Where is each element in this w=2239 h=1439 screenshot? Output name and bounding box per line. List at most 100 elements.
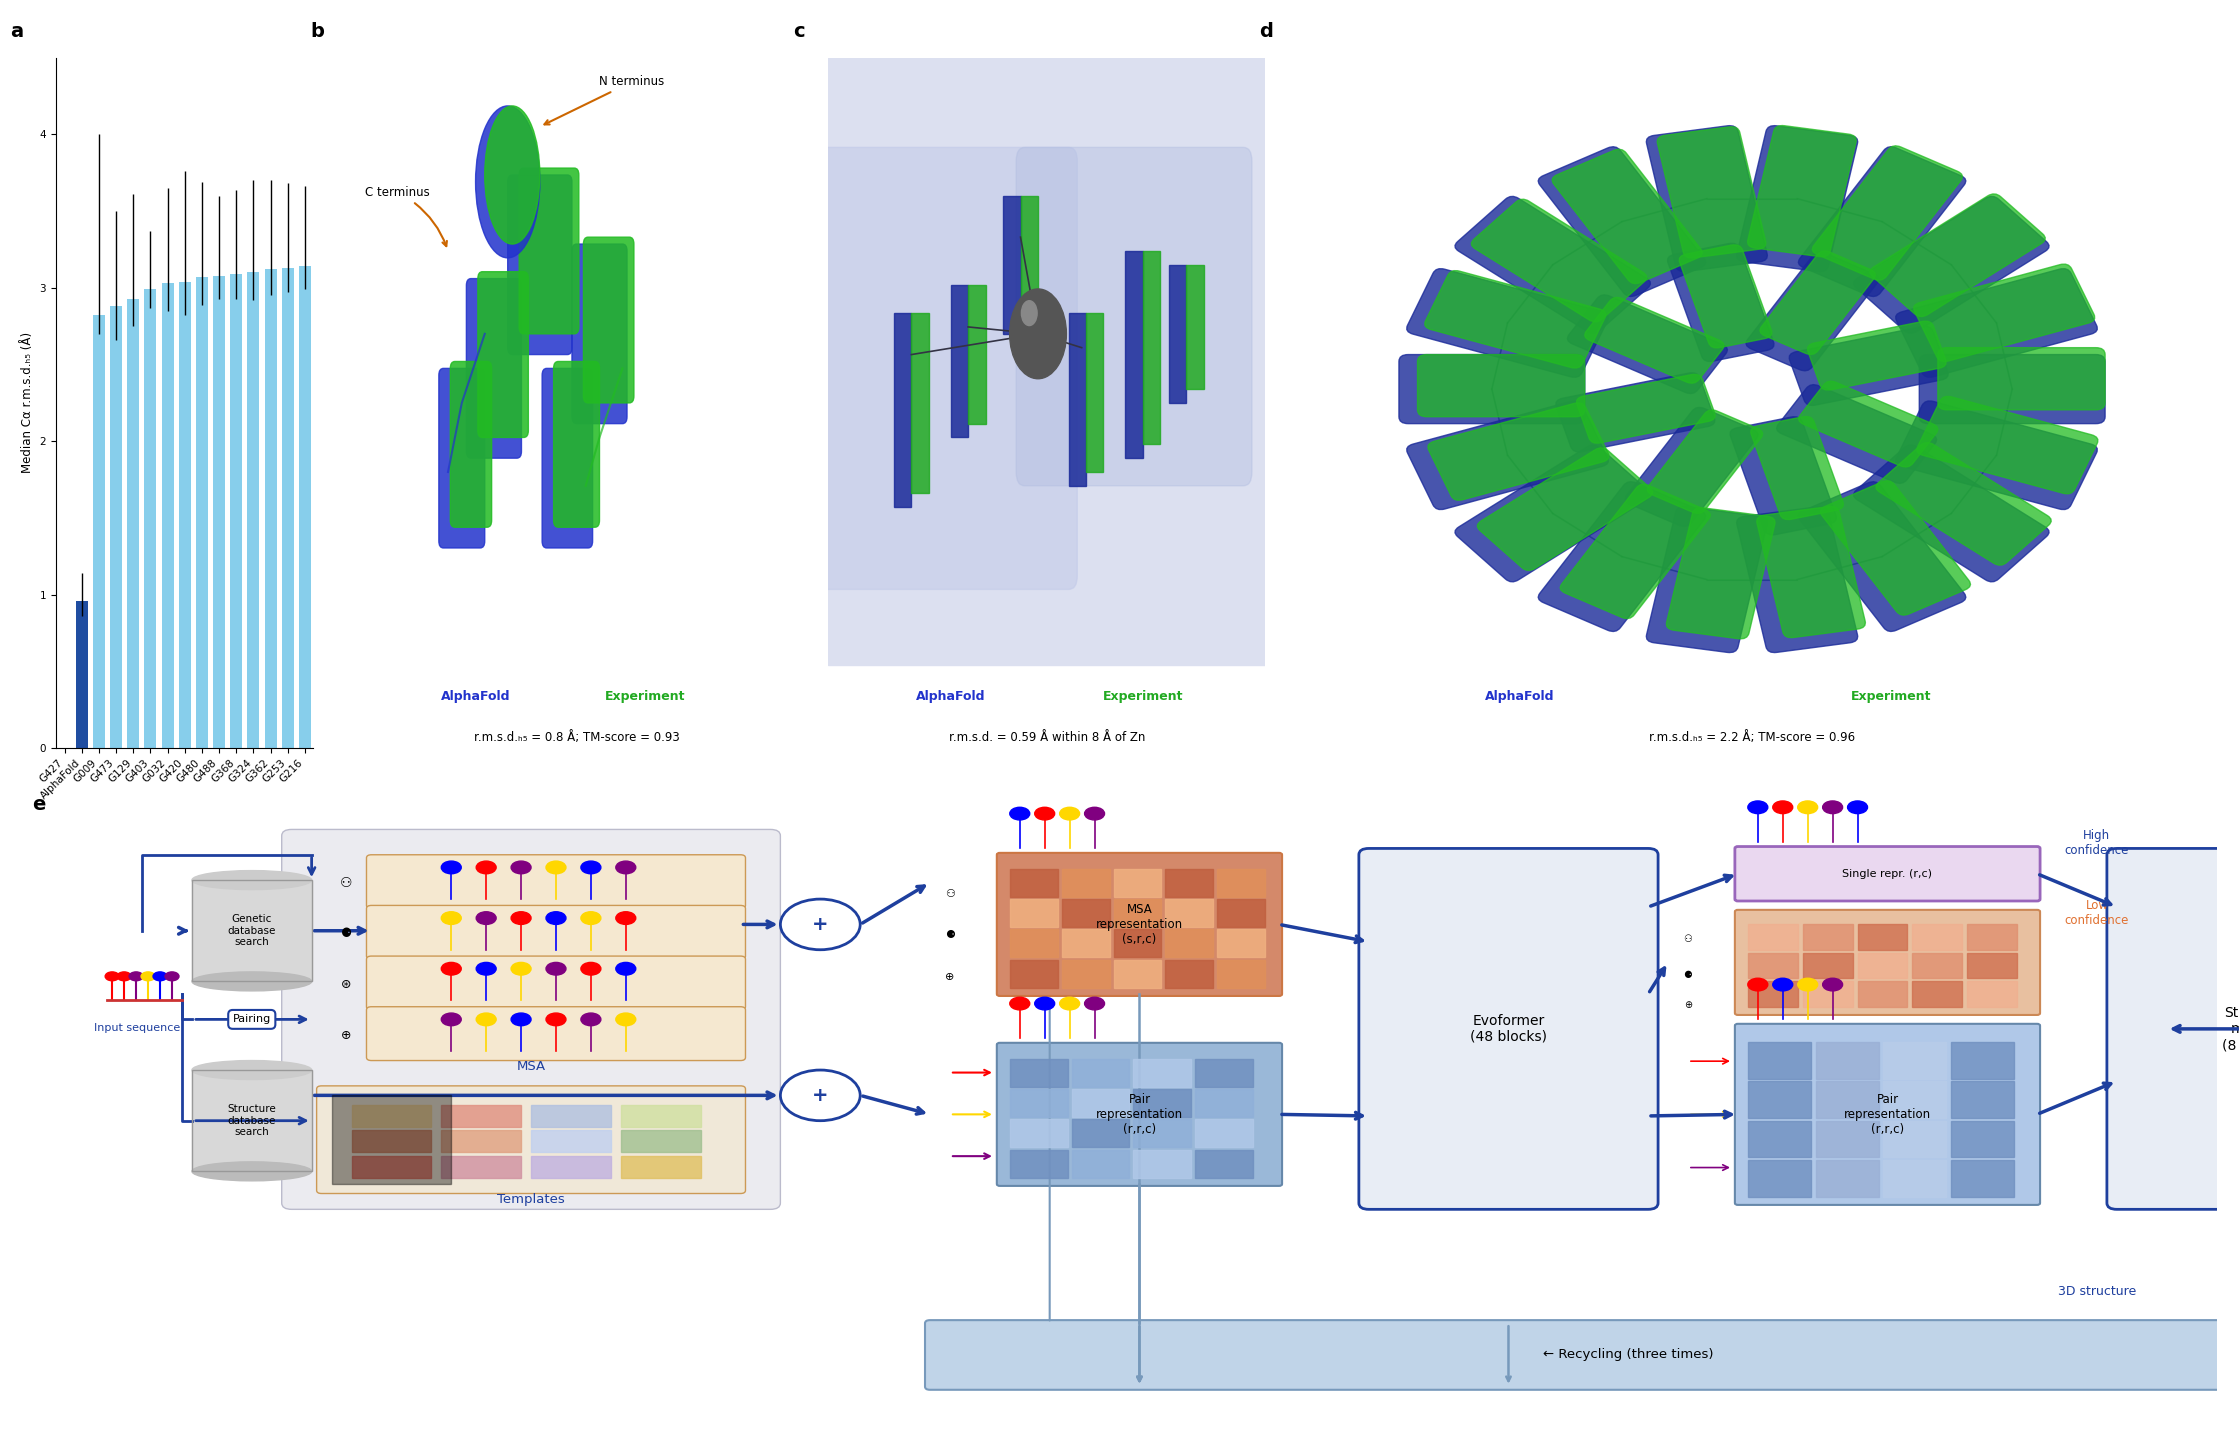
FancyBboxPatch shape (1807, 321, 1946, 390)
Circle shape (1010, 289, 1066, 378)
Bar (179, 282, 190, 748)
Circle shape (1059, 807, 1079, 820)
Bar (1072, 1059, 1128, 1086)
Bar (1749, 981, 1798, 1007)
FancyBboxPatch shape (1424, 271, 1605, 368)
Bar (193, 881, 311, 981)
Text: Pairing: Pairing (233, 1014, 271, 1025)
Text: MSA: MSA (517, 1061, 546, 1073)
Bar (967, 285, 985, 423)
FancyBboxPatch shape (1758, 507, 1865, 637)
FancyBboxPatch shape (1646, 507, 1767, 652)
FancyBboxPatch shape (2107, 849, 2239, 1209)
FancyBboxPatch shape (439, 368, 484, 548)
Bar (1010, 1120, 1068, 1147)
Bar (1072, 1120, 1128, 1147)
FancyBboxPatch shape (1737, 125, 1858, 272)
FancyBboxPatch shape (450, 361, 493, 527)
Bar (1749, 1160, 1811, 1197)
Ellipse shape (475, 106, 540, 258)
FancyBboxPatch shape (1556, 373, 1715, 452)
Circle shape (1021, 301, 1037, 325)
Bar (1133, 1089, 1191, 1117)
Circle shape (141, 971, 154, 981)
Circle shape (152, 971, 168, 981)
FancyBboxPatch shape (1455, 196, 1650, 334)
FancyBboxPatch shape (584, 237, 634, 403)
Bar (143, 289, 157, 748)
Bar (1858, 981, 1908, 1007)
FancyBboxPatch shape (1919, 354, 2105, 423)
FancyBboxPatch shape (1646, 125, 1767, 272)
Circle shape (580, 912, 600, 924)
Bar (1169, 265, 1187, 403)
FancyBboxPatch shape (1626, 407, 1758, 527)
Circle shape (1059, 997, 1079, 1010)
Bar (1968, 981, 2017, 1007)
Bar (1164, 899, 1214, 927)
FancyBboxPatch shape (1478, 448, 1652, 570)
Circle shape (580, 963, 600, 976)
Text: Pair
representation
(r,r,c): Pair representation (r,r,c) (1845, 1092, 1930, 1135)
Bar (1883, 1082, 1946, 1118)
Bar (1858, 953, 1908, 979)
Text: Structure
module
(8 blocks): Structure module (8 blocks) (2223, 1006, 2239, 1052)
FancyBboxPatch shape (1749, 125, 1856, 256)
Bar (1021, 196, 1039, 319)
Text: +: + (813, 1086, 828, 1105)
Bar (161, 283, 175, 748)
Bar (441, 1105, 522, 1127)
Bar (1072, 1150, 1128, 1177)
Bar (1187, 265, 1205, 389)
FancyBboxPatch shape (1798, 482, 1966, 632)
Text: ⚇: ⚇ (1684, 934, 1693, 944)
FancyBboxPatch shape (1789, 327, 1948, 406)
Bar (1113, 899, 1162, 927)
Text: ⚇: ⚇ (945, 888, 956, 898)
Bar (1912, 924, 1961, 950)
Bar (1218, 869, 1265, 896)
Bar (1802, 953, 1852, 979)
Bar (231, 273, 242, 748)
Bar (1196, 1059, 1254, 1086)
FancyBboxPatch shape (1657, 127, 1767, 258)
FancyBboxPatch shape (1776, 384, 1937, 484)
Bar (1749, 1042, 1811, 1079)
FancyBboxPatch shape (367, 1007, 746, 1061)
Bar (1072, 1089, 1128, 1117)
Circle shape (510, 912, 531, 924)
Text: Structure
database
search: Structure database search (228, 1104, 275, 1137)
Bar (1196, 1089, 1254, 1117)
Text: c: c (793, 22, 806, 40)
Bar (1912, 981, 1961, 1007)
Bar (1749, 1121, 1811, 1157)
Bar (1802, 981, 1852, 1007)
Text: Experiment: Experiment (1102, 689, 1182, 702)
Bar (128, 298, 139, 748)
Circle shape (510, 963, 531, 976)
Text: ⚈: ⚈ (1684, 970, 1693, 980)
Bar (1133, 1059, 1191, 1086)
Bar (352, 1130, 432, 1153)
Circle shape (1084, 997, 1104, 1010)
FancyBboxPatch shape (1876, 443, 2051, 566)
Bar (282, 268, 293, 748)
Circle shape (1084, 807, 1104, 820)
FancyBboxPatch shape (1666, 508, 1776, 639)
FancyBboxPatch shape (316, 1086, 746, 1193)
Bar (1010, 1089, 1068, 1117)
Bar (1086, 314, 1104, 472)
Bar (1113, 930, 1162, 957)
Circle shape (781, 1071, 860, 1121)
Bar (828, 58, 1265, 665)
Ellipse shape (193, 871, 311, 889)
FancyBboxPatch shape (1359, 849, 1659, 1209)
Circle shape (1823, 979, 1843, 991)
FancyBboxPatch shape (1399, 354, 1585, 423)
Bar (1952, 1160, 2015, 1197)
FancyBboxPatch shape (1731, 417, 1836, 535)
Bar (1816, 1160, 1879, 1197)
Text: 3D structure: 3D structure (2058, 1285, 2136, 1298)
Bar (246, 272, 260, 748)
Circle shape (546, 912, 566, 924)
